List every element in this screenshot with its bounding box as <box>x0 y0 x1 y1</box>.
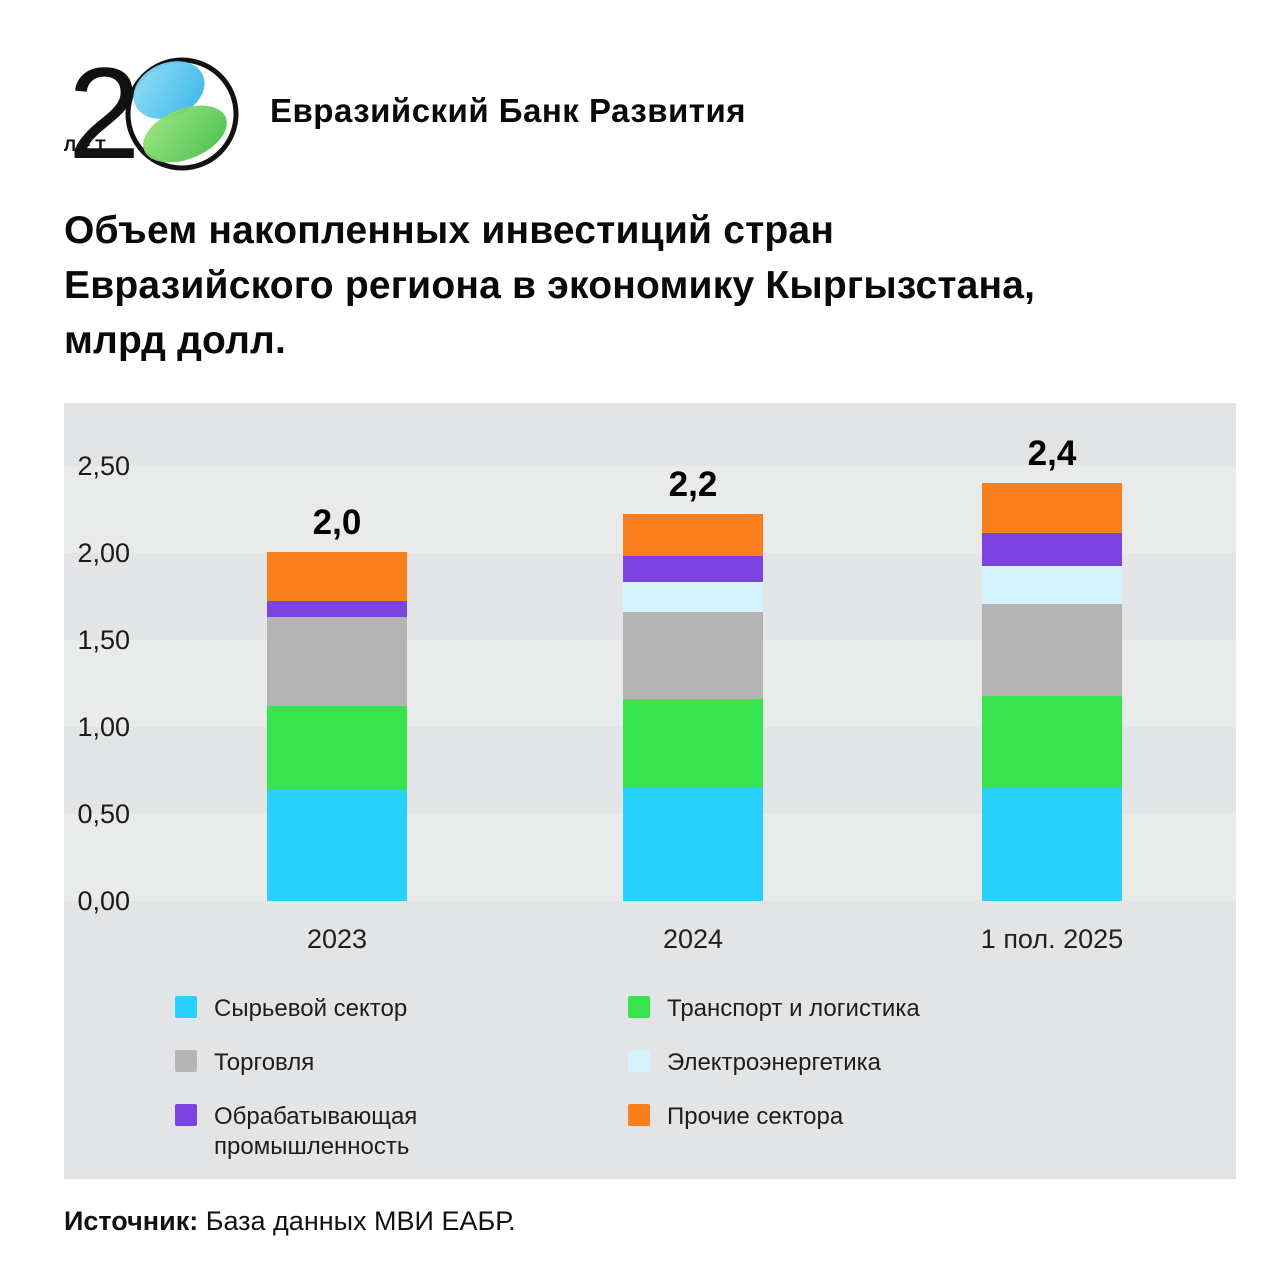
legend-item: Торговля <box>175 1048 628 1078</box>
x-axis-category-label: 2024 <box>662 924 724 954</box>
legend-label: Торговля <box>214 1049 315 1076</box>
legend-label: Электроэнергетика <box>667 1049 882 1076</box>
source-text: База данных МВИ ЕАБР. <box>205 1206 516 1236</box>
x-axis-category-label: 2023 <box>306 924 368 954</box>
bar-segment <box>267 552 407 601</box>
y-axis-tick-label: 1,50 <box>77 625 130 655</box>
y-axis-tick-label: 0,50 <box>77 799 130 829</box>
legend-swatch-icon <box>628 996 650 1018</box>
y-axis-tick-label: 2,00 <box>77 538 130 568</box>
edb-20-years-logo: ЛЕТ 2 <box>60 48 245 180</box>
legend-swatch-icon <box>175 1104 197 1126</box>
bar-segment <box>623 582 763 612</box>
bar-segment <box>982 533 1122 566</box>
legend-label: Транспорт и логистика <box>667 995 920 1022</box>
legend-label: Сырьевой сектор <box>214 995 408 1022</box>
chart-title-line-1: Объем накопленных инвестиций стран <box>64 209 835 252</box>
legend-item: Обрабатывающая промышленность <box>175 1102 628 1162</box>
bar-total-label: 2,0 <box>312 503 362 542</box>
legend: Сырьевой сектор Транспорт и логистика Торг… <box>175 994 920 1162</box>
bar-segment <box>267 601 407 617</box>
bar-segment <box>267 706 407 790</box>
bar-segment <box>267 617 407 706</box>
bar-segment <box>982 788 1122 901</box>
legend-swatch-icon <box>175 1050 197 1072</box>
bar-segment <box>267 790 407 901</box>
legend-item: Прочие сектора <box>628 1102 920 1162</box>
legend-item: Электроэнергетика <box>628 1048 920 1078</box>
legend-label: Обрабатывающая промышленность <box>214 1103 418 1160</box>
bar-total-label: 2,2 <box>668 465 718 504</box>
y-axis-tick-label: 2,50 <box>77 451 130 481</box>
source-line: Источник: База данных МВИ ЕАБР. <box>64 1206 516 1237</box>
chart-panel: 2,50 2,00 1,50 1,00 0,50 0,00 2,0 2023 2,2 2024 2,… <box>64 403 1236 1179</box>
chart-title-line-3: млрд долл. <box>64 319 287 362</box>
legend-label: Прочие сектора <box>667 1103 844 1130</box>
bar-segment <box>982 566 1122 604</box>
bar-segment <box>623 612 763 699</box>
bar-segment <box>623 556 763 582</box>
legend-swatch-icon <box>175 996 197 1018</box>
brand-name: Евразийский Банк Развития <box>270 92 746 129</box>
bar-segment <box>982 483 1122 533</box>
bar-segment <box>982 604 1122 696</box>
bar-segment <box>623 514 763 556</box>
logo-years-label: ЛЕТ <box>64 136 110 155</box>
legend-swatch-icon <box>628 1104 650 1126</box>
logo-zero-icon <box>125 57 239 171</box>
bar-segment <box>982 696 1122 788</box>
chart-title-line-2: Евразийского региона в экономику Кыргызс… <box>64 264 1036 307</box>
x-axis-category-label: 1 пол. 2025 <box>980 924 1124 954</box>
y-axis-tick-label: 1,00 <box>77 712 130 742</box>
source-label: Источник: <box>64 1206 199 1236</box>
bar-segment <box>623 699 763 788</box>
y-axis-tick-label: 0,00 <box>77 886 130 916</box>
legend-item: Транспорт и логистика <box>628 994 920 1024</box>
bar-total-label: 2,4 <box>1027 434 1077 473</box>
legend-swatch-icon <box>628 1050 650 1072</box>
chart-title: Объем накопленных инвестиций стран Евраз… <box>64 203 1035 368</box>
bar-segment <box>623 788 763 901</box>
legend-item: Сырьевой сектор <box>175 994 628 1024</box>
